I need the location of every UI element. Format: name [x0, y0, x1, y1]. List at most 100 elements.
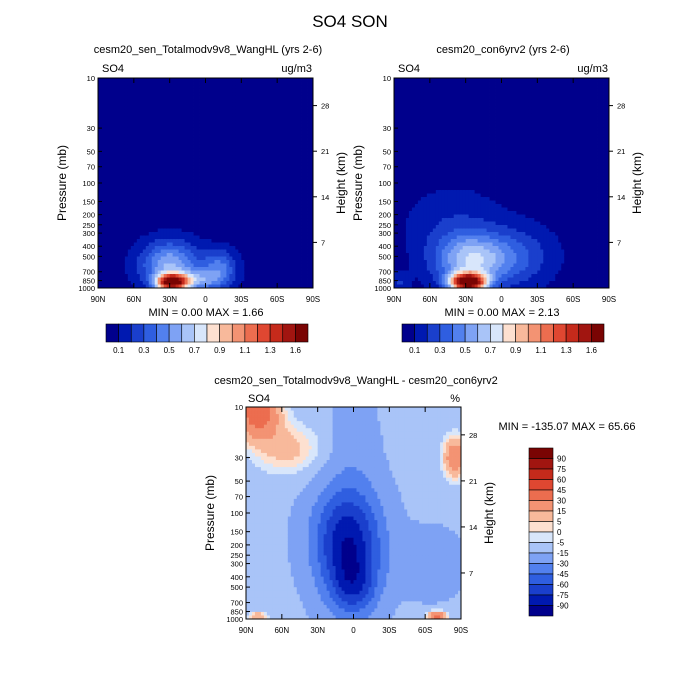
heatmap-cell [226, 246, 230, 250]
heatmap-cell [405, 260, 410, 264]
heatmap-cell [124, 81, 129, 86]
heatmap-cell [265, 183, 269, 187]
heatmap-cell [289, 193, 293, 198]
heatmap-cell [187, 246, 191, 250]
heatmap-cell [100, 144, 105, 149]
heatmap-cell [265, 141, 269, 145]
heatmap-cell [277, 109, 281, 114]
heatmap-cell [232, 144, 236, 149]
heatmap-cell [310, 284, 314, 289]
heatmap-cell [175, 246, 180, 250]
heatmap-cell [232, 141, 236, 145]
heatmap-cell [295, 88, 299, 93]
heatmap-cell [199, 242, 203, 247]
heatmap-cell [265, 134, 269, 138]
heatmap-cell [286, 151, 290, 156]
heatmap-cell [148, 88, 153, 93]
heatmap-cell [307, 141, 311, 145]
heatmap-cell [130, 130, 135, 135]
heatmap-cell [262, 102, 266, 107]
heatmap-cell [405, 214, 410, 219]
heatmap-cell [241, 144, 245, 149]
heatmap-cell [133, 277, 138, 282]
heatmap-cell [178, 162, 183, 166]
heatmap-cell [175, 204, 180, 208]
heatmap-cell [262, 204, 266, 208]
heatmap-cell [145, 179, 150, 184]
heatmap-cell [115, 214, 120, 219]
heatmap-cell [98, 270, 102, 275]
heatmap-cell [396, 218, 401, 222]
heatmap-cell [103, 123, 108, 128]
heatmap-cell [250, 197, 254, 201]
heatmap-cell [268, 200, 272, 205]
heatmap-cell [157, 183, 162, 187]
heatmap-cell [178, 88, 183, 93]
heatmap-cell [166, 270, 171, 275]
heatmap-cell [118, 281, 123, 285]
heatmap-cell [286, 267, 290, 271]
heatmap-cell [256, 242, 260, 247]
heatmap-cell [301, 116, 305, 121]
heatmap-cell [283, 260, 287, 264]
heatmap-cell [286, 256, 290, 261]
heatmap-cell [411, 284, 416, 289]
heatmap-cell [181, 214, 185, 219]
heatmap-cell [238, 155, 242, 159]
heatmap-cell [250, 179, 254, 184]
heatmap-cell [420, 102, 425, 107]
heatmap-cell [169, 109, 174, 114]
heatmap-cell [148, 172, 153, 177]
heatmap-cell [408, 130, 413, 135]
heatmap-cell [145, 165, 150, 170]
heatmap-cell [160, 102, 165, 107]
heatmap-cells [98, 78, 314, 289]
heatmap-cell [298, 172, 302, 177]
heatmap-cell [268, 190, 272, 194]
heatmap-cell [274, 148, 278, 152]
heatmap-cell [163, 109, 168, 114]
heatmap-cell [178, 228, 183, 233]
heatmap-cell [283, 148, 287, 152]
heatmap-cell [136, 214, 141, 219]
heatmap-cell [178, 176, 183, 180]
heatmap-cell [223, 155, 227, 159]
heatmap-cell [202, 211, 206, 215]
heatmap-cell [148, 134, 153, 138]
colorbar-swatch [219, 323, 233, 343]
heatmap-cell [280, 232, 284, 236]
heatmap-cell [298, 99, 302, 103]
heatmap-cell [115, 263, 120, 268]
heatmap-cell [166, 130, 171, 135]
heatmap-cell [142, 148, 147, 152]
heatmap-cell [172, 221, 177, 226]
heatmap-cell [139, 85, 144, 89]
heatmap-cell [304, 193, 308, 198]
heatmap-cell [211, 134, 215, 138]
heatmap-cell [115, 190, 120, 194]
heatmap-cell [229, 130, 233, 135]
heatmap-cell [244, 197, 248, 201]
heatmap-cell [399, 137, 404, 142]
heatmap-cell [265, 85, 269, 89]
heatmap-cell [229, 141, 233, 145]
heatmap-cell [250, 116, 254, 121]
heatmap-cell [405, 277, 410, 282]
heatmap-cell [187, 176, 191, 180]
heatmap-cell [184, 179, 188, 184]
heatmap-cell [241, 78, 245, 82]
heatmap-cell [109, 274, 114, 278]
heatmap-cell [310, 270, 314, 275]
heatmap-cell [307, 172, 311, 177]
heatmap-cell [202, 113, 206, 117]
heatmap-cell [414, 165, 419, 170]
heatmap-cell [202, 263, 206, 268]
heatmap-cell [399, 207, 404, 212]
heatmap-cell [396, 225, 401, 229]
heatmap-cell [145, 116, 150, 121]
heatmap-cell [262, 270, 266, 275]
heatmap-cell [394, 95, 398, 100]
heatmap-cell [262, 165, 266, 170]
x-tick-label: 90N [91, 295, 106, 304]
heatmap-cell [118, 158, 123, 163]
